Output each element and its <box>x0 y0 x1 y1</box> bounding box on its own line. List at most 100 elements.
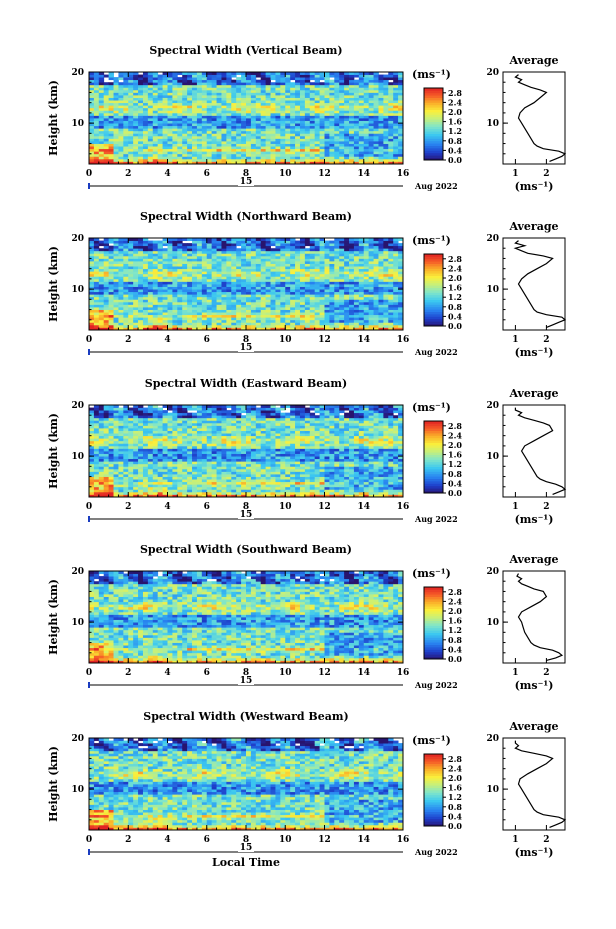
heatmap-cell <box>108 138 114 142</box>
heatmap-cell <box>157 250 163 254</box>
heatmap-cell <box>241 89 247 93</box>
heatmap-cell <box>138 317 144 321</box>
heatmap-cell <box>138 133 144 137</box>
heatmap-cell <box>142 314 149 318</box>
heatmap-cell <box>383 120 389 124</box>
heatmap-cell <box>211 153 217 157</box>
heatmap-cell <box>93 445 100 449</box>
heatmap-cell <box>304 72 311 75</box>
heatmap-cell <box>260 307 267 310</box>
heatmap-cell <box>138 309 144 313</box>
heatmap-cell <box>118 248 124 252</box>
heatmap-cell <box>211 307 217 310</box>
heatmap-cell <box>128 307 134 310</box>
heatmap-cell <box>142 135 149 139</box>
heatmap-cell <box>275 97 281 101</box>
heatmap-cell <box>128 102 134 106</box>
heatmap-cell <box>226 296 232 300</box>
heatmap-cell <box>167 128 173 132</box>
panel-title: Spectral Width (Northward Beam) <box>140 210 352 223</box>
heatmap-cell <box>192 317 198 321</box>
heatmap-cell <box>147 261 154 264</box>
x-tick-label: 12 <box>318 169 331 179</box>
average-line <box>514 74 567 162</box>
heatmap-cell <box>98 322 105 326</box>
heatmap-cell <box>358 146 365 150</box>
heatmap-cell <box>314 281 320 285</box>
heatmap-cell <box>299 273 306 277</box>
heatmap-cell <box>138 128 144 132</box>
heatmap-cell <box>393 314 399 318</box>
heatmap-cell <box>167 156 173 160</box>
heatmap-cell <box>138 123 144 127</box>
heatmap-cell <box>221 327 227 331</box>
heatmap-cell <box>309 319 316 323</box>
heatmap-cell <box>172 82 178 86</box>
heatmap-cell <box>128 118 134 121</box>
heatmap-cell <box>172 115 178 119</box>
heatmap-cell <box>187 281 193 285</box>
heatmap-cell <box>133 156 139 160</box>
heatmap-cell <box>373 77 379 81</box>
heatmap-cell <box>393 301 399 305</box>
heatmap-cell <box>353 148 360 152</box>
heatmap-cell <box>339 110 345 114</box>
heatmap-cell <box>275 120 281 124</box>
heatmap-cell <box>128 289 134 293</box>
heatmap-cell <box>152 158 159 162</box>
heatmap-cell <box>162 243 168 247</box>
heatmap-cell <box>89 133 95 137</box>
heatmap-cell <box>334 97 340 101</box>
heatmap-cell <box>329 148 335 152</box>
heatmap-cell <box>334 299 340 303</box>
heatmap-cell <box>299 151 306 155</box>
heatmap-cell <box>192 291 198 295</box>
heatmap-cell <box>192 324 198 328</box>
heatmap-cell <box>93 443 100 447</box>
heatmap-cell <box>201 245 208 249</box>
heatmap-cell <box>290 307 296 310</box>
heatmap-cell <box>93 463 100 467</box>
heatmap-cell <box>373 304 379 308</box>
heatmap-cell <box>103 324 110 328</box>
heatmap-cell <box>93 289 100 293</box>
heatmap-cell <box>329 263 335 267</box>
heatmap-cell <box>398 148 404 152</box>
heatmap-cell <box>157 123 163 127</box>
heatmap-cell <box>285 156 291 160</box>
colorbar-segment <box>424 321 443 324</box>
heatmap-cell <box>98 479 105 483</box>
heatmap-cell <box>192 238 198 241</box>
heatmap-cell <box>250 95 257 98</box>
heatmap-cell <box>157 105 163 109</box>
heatmap-cell <box>329 100 335 104</box>
heatmap-cell <box>167 72 173 75</box>
heatmap-cell <box>329 250 335 254</box>
heatmap-cell <box>373 243 379 247</box>
heatmap-cell <box>152 143 159 147</box>
heatmap-cell <box>314 309 320 313</box>
heatmap-cell <box>295 123 301 127</box>
heatmap-cell <box>89 422 95 426</box>
heatmap-cell <box>152 266 159 270</box>
heatmap-cell <box>270 266 276 270</box>
heatmap-cell <box>93 405 100 408</box>
heatmap-cell <box>133 87 139 91</box>
heatmap-cell <box>147 273 154 277</box>
heatmap-cell <box>344 143 350 147</box>
heatmap-cell <box>309 141 316 144</box>
colorbar-tick-label: 1.6 <box>448 117 462 127</box>
heatmap-cell <box>128 153 134 157</box>
heatmap-cell <box>142 248 149 252</box>
heatmap-cell <box>373 151 379 155</box>
heatmap-cell <box>113 105 119 109</box>
heatmap-cell <box>177 291 183 295</box>
heatmap-cell <box>319 289 325 293</box>
heatmap-cell <box>368 299 374 303</box>
heatmap-cell <box>98 289 105 293</box>
heatmap-cell <box>349 115 355 119</box>
heatmap-cell <box>206 118 213 121</box>
heatmap-cell <box>182 105 188 109</box>
heatmap-cell <box>334 92 340 96</box>
heatmap-cell <box>290 84 296 88</box>
